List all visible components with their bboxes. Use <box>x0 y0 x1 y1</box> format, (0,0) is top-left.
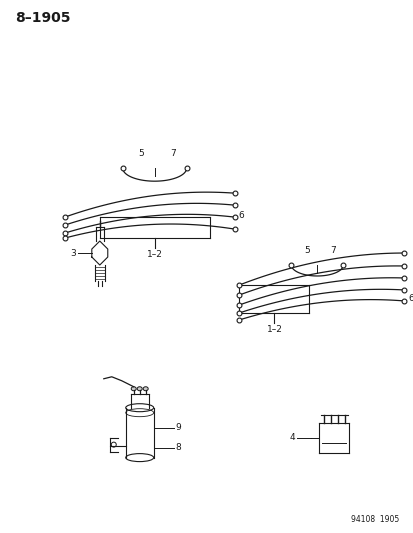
Text: 4: 4 <box>289 433 294 442</box>
Text: 1–2: 1–2 <box>146 250 162 259</box>
Text: 6: 6 <box>238 211 244 220</box>
Ellipse shape <box>143 387 148 391</box>
Text: 7: 7 <box>330 246 335 255</box>
Text: 9: 9 <box>175 423 181 432</box>
Text: 5: 5 <box>138 149 143 158</box>
Text: 3: 3 <box>70 248 76 257</box>
Text: 7: 7 <box>169 149 175 158</box>
Text: 8–1905: 8–1905 <box>15 11 70 25</box>
Text: 5: 5 <box>304 246 309 255</box>
Text: 8: 8 <box>175 443 181 452</box>
Ellipse shape <box>131 387 136 391</box>
Ellipse shape <box>137 387 142 391</box>
Text: 1–2: 1–2 <box>266 325 282 334</box>
Text: 94108  1905: 94108 1905 <box>350 515 398 524</box>
Text: 6: 6 <box>407 294 413 303</box>
